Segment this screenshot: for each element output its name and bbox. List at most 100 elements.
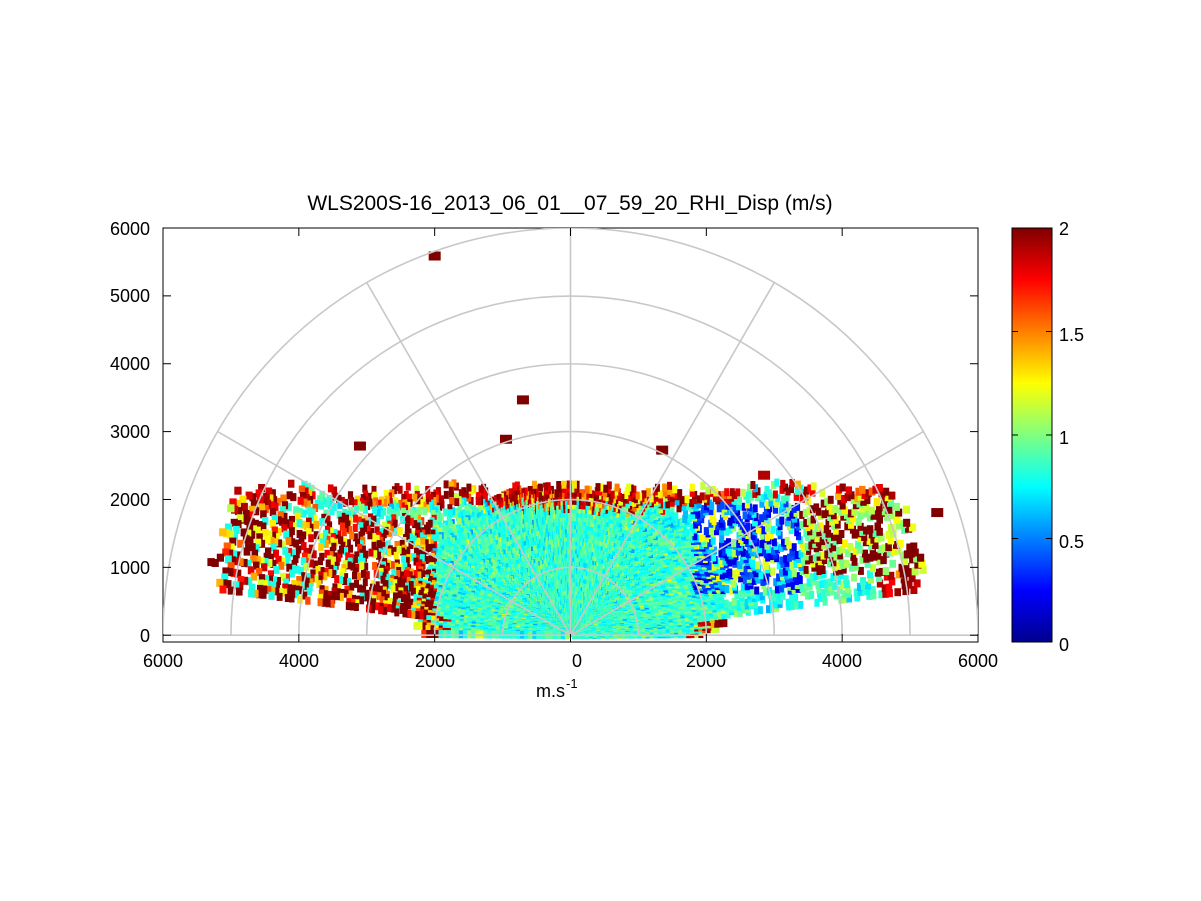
data-cell <box>885 583 893 592</box>
data-cell <box>648 494 654 503</box>
data-cell <box>704 534 709 543</box>
data-cell <box>512 482 518 491</box>
data-cell <box>746 550 751 559</box>
data-cell <box>743 565 749 574</box>
data-cell <box>783 555 789 564</box>
data-cell <box>810 559 816 568</box>
data-cell <box>818 522 824 531</box>
data-cell <box>840 494 847 503</box>
data-cell <box>837 566 843 575</box>
data-cell <box>781 538 786 547</box>
data-cell <box>862 502 869 511</box>
data-cell <box>868 542 875 551</box>
data-cell <box>887 571 895 580</box>
data-cell <box>852 562 859 571</box>
data-cell <box>566 480 572 489</box>
data-cell <box>855 517 862 526</box>
data-cell <box>806 517 813 526</box>
data-cell <box>894 546 902 555</box>
data-cell <box>872 529 880 538</box>
data-cell <box>761 526 767 535</box>
data-cell <box>846 594 852 603</box>
data-cell <box>845 549 851 558</box>
data-cell <box>662 483 668 492</box>
data-cell <box>556 481 562 489</box>
data-cell <box>899 569 907 578</box>
data-cell <box>889 559 896 568</box>
data-cell <box>845 584 851 593</box>
data-cell <box>895 521 903 530</box>
data-cell <box>725 545 731 554</box>
data-cell <box>816 585 822 594</box>
data-cell <box>810 577 816 586</box>
data-cell <box>801 557 807 566</box>
data-cell <box>750 587 756 596</box>
data-cell <box>875 551 882 560</box>
data-cell <box>870 511 877 520</box>
data-cell <box>712 546 717 555</box>
data-cell <box>895 570 903 579</box>
data-cell <box>812 539 818 548</box>
data-cell <box>841 590 848 599</box>
data-cell <box>718 619 724 628</box>
data-cell <box>705 486 711 495</box>
data-cell <box>750 532 756 541</box>
data-cell <box>754 586 760 595</box>
data-cell <box>820 566 826 574</box>
data-cell <box>763 491 769 500</box>
data-cell <box>893 540 900 549</box>
data-cell <box>804 542 810 551</box>
data-cell <box>874 522 881 531</box>
data-cell <box>903 550 911 559</box>
data-cell <box>838 571 844 580</box>
data-cell <box>882 589 889 598</box>
data-cell <box>679 496 685 505</box>
data-cell <box>851 530 858 539</box>
data-cell <box>857 522 864 531</box>
data-cell <box>681 503 687 512</box>
data-cell <box>878 590 885 599</box>
data-cell <box>759 592 765 601</box>
data-cell <box>790 510 796 519</box>
data-cell <box>734 591 740 600</box>
data-cell <box>719 542 724 551</box>
data-cell <box>803 583 809 592</box>
data-cell <box>905 580 913 589</box>
data-cell <box>896 539 904 548</box>
data-cell <box>836 561 842 570</box>
data-cell <box>823 535 829 544</box>
data-cell <box>727 525 733 534</box>
data-cell <box>738 527 744 535</box>
data-cell <box>669 498 675 507</box>
data-cell <box>846 515 853 524</box>
data-cell <box>875 503 883 512</box>
data-cell <box>866 536 873 545</box>
data-cell <box>767 489 773 498</box>
data-cell <box>902 563 910 571</box>
data-cell <box>855 487 862 496</box>
data-cell <box>828 549 834 558</box>
data-cell <box>821 593 827 602</box>
data-cell <box>808 541 814 550</box>
data-cell <box>543 482 549 491</box>
data-cell <box>708 519 714 528</box>
data-cell <box>677 489 683 498</box>
data-cell <box>762 512 768 521</box>
data-cell <box>738 590 744 599</box>
data-cell <box>794 528 800 537</box>
data-cell <box>814 524 820 532</box>
data-cell <box>745 522 751 531</box>
data-cell <box>886 589 893 598</box>
data-cell <box>762 588 768 596</box>
data-cell <box>626 483 632 492</box>
data-cell <box>882 549 890 558</box>
data-cell <box>839 483 846 492</box>
data-cell <box>833 526 839 535</box>
data-cell <box>665 500 670 509</box>
data-cell <box>834 520 841 529</box>
data-cell <box>852 501 860 510</box>
data-cell <box>748 556 754 565</box>
data-cell <box>740 583 746 592</box>
data-cell <box>887 536 895 545</box>
data-cell <box>874 534 881 543</box>
